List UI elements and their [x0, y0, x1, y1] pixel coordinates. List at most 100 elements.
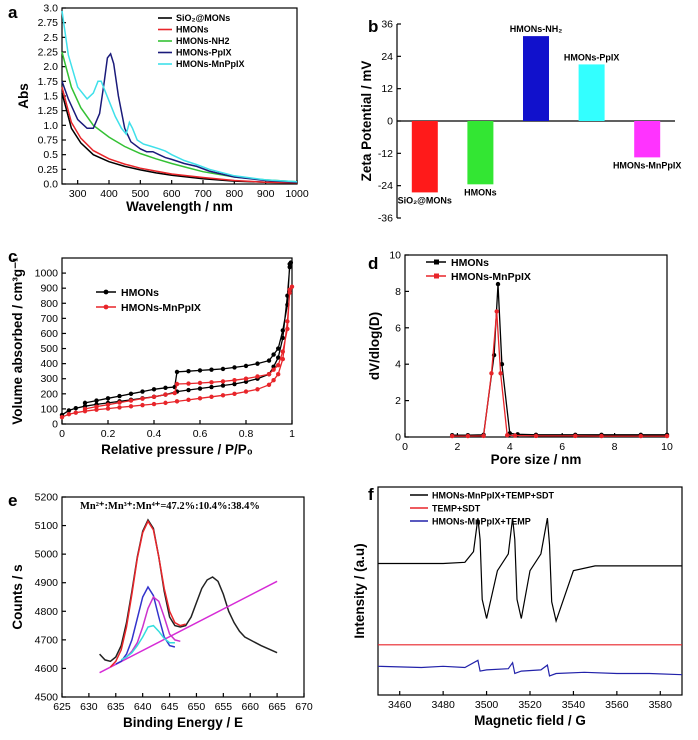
data-point: [232, 391, 237, 397]
data-point: [481, 433, 486, 439]
x-tick-label: 3480: [431, 699, 455, 711]
x-tick-label: 1000: [285, 188, 309, 200]
y-tick-label: 1.0: [43, 120, 58, 132]
data-point: [209, 367, 214, 372]
data-point: [209, 384, 214, 390]
plot-frame: [61, 496, 305, 698]
ratio-annotation: Mn²⁺:Mn³⁺:Mn⁴⁺=47.2%:10.4%:38.4%: [80, 501, 260, 512]
x-tick-label: 0.2: [101, 428, 116, 440]
data-point: [287, 290, 292, 295]
x-tick-label: 640: [134, 701, 152, 713]
y-tick-label: 0.5: [43, 149, 58, 161]
panel-label-a: a: [8, 3, 18, 22]
data-point: [499, 362, 505, 367]
data-point: [172, 390, 177, 396]
legend-entry: HMONs-MnPpIX: [451, 271, 531, 283]
data-point: [220, 393, 226, 398]
plot-frame: [404, 254, 668, 438]
y-tick-label: 4900: [35, 577, 59, 589]
y-tick-label: 700: [40, 313, 58, 325]
data-point: [489, 371, 494, 376]
x-axis-label: Binding Energy / E: [123, 715, 243, 730]
data-point: [280, 335, 285, 341]
series-line: [377, 659, 683, 677]
data-point: [73, 405, 79, 411]
data-point: [94, 398, 99, 403]
bar-label: SiO₂@MONs: [398, 195, 452, 205]
data-point: [638, 433, 643, 439]
data-point: [197, 396, 203, 401]
legend-entry: HMONs: [121, 287, 159, 299]
bar: [467, 121, 494, 185]
series-line: [120, 595, 181, 661]
y-tick-label: 1000: [35, 268, 59, 280]
x-tick-label: 3520: [518, 699, 542, 711]
series-line: [61, 87, 298, 184]
x-axis-label: Wavelength / nm: [126, 199, 233, 214]
series-line: [61, 10, 298, 183]
data-point: [186, 397, 191, 403]
data-point: [276, 372, 281, 377]
y-tick-label: 2: [395, 395, 401, 407]
y-tick-label: 24: [381, 51, 393, 63]
series-line: [99, 518, 278, 663]
data-point: [128, 391, 134, 397]
data-point: [140, 389, 145, 394]
bar: [411, 121, 438, 193]
legend-entry: HMONs-MnPpIX+TEMP: [432, 517, 531, 527]
x-tick-label: 10: [661, 441, 673, 453]
data-point: [174, 369, 180, 375]
bar: [523, 36, 549, 121]
panel-b: -36 -24 -12 0 12 24 36 SiO₂@MONs HMONs HMONs-NH₂ H…: [359, 19, 681, 225]
y-tick-label: 400: [40, 358, 58, 370]
data-point: [197, 386, 203, 391]
x-tick-label: 0: [59, 428, 65, 440]
legend-marker: [434, 259, 439, 265]
x-axis-label: Pore size / nm: [491, 452, 582, 467]
bar-label: HMONs-MnPpIX: [613, 160, 682, 170]
y-tick-label: 8: [395, 286, 401, 298]
y-axis-label: Abs: [16, 83, 31, 109]
x-tick-label: 3560: [605, 699, 629, 711]
x-tick-label: 2: [454, 441, 460, 453]
data-point: [243, 379, 249, 384]
data-point: [66, 411, 72, 417]
data-point: [285, 319, 290, 324]
series-line: [99, 580, 278, 674]
data-point: [232, 381, 237, 387]
panel-f: 3460 3480 3500 3520 3540 3560 3580 Magnetic fie…: [352, 486, 683, 728]
data-point: [276, 355, 281, 360]
data-point: [140, 402, 145, 408]
data-point: [209, 380, 214, 385]
data-point: [117, 393, 122, 399]
y-tick-label: 4: [395, 359, 401, 371]
series-line: [61, 92, 298, 184]
x-tick-label: 900: [257, 188, 275, 200]
data-point: [82, 406, 88, 412]
data-point: [495, 281, 501, 287]
x-tick-label: 3460: [388, 699, 412, 711]
x-tick-label: 625: [53, 701, 71, 713]
data-point: [232, 378, 237, 383]
y-tick-label: 12: [381, 83, 393, 95]
y-tick-label: -36: [378, 213, 393, 225]
y-tick-label: 500: [40, 343, 58, 355]
x-tick-label: 665: [268, 701, 286, 713]
plot-frame: [61, 257, 293, 425]
y-tick-label: 2.0: [43, 61, 58, 73]
data-point: [465, 433, 471, 439]
y-tick-label: 800: [40, 298, 58, 310]
data-point: [174, 381, 180, 387]
data-point: [664, 433, 670, 439]
legend-marker: [103, 289, 109, 295]
data-point: [494, 309, 499, 314]
y-tick-label: 4600: [35, 663, 59, 675]
data-point: [220, 366, 226, 372]
x-tick-label: 400: [100, 188, 118, 200]
data-point: [117, 400, 122, 405]
x-tick-label: 700: [194, 188, 212, 200]
legend-marker: [103, 304, 109, 310]
y-tick-label: -12: [378, 148, 393, 160]
y-tick-label: 36: [381, 19, 393, 31]
y-tick-label: 0: [52, 419, 58, 431]
